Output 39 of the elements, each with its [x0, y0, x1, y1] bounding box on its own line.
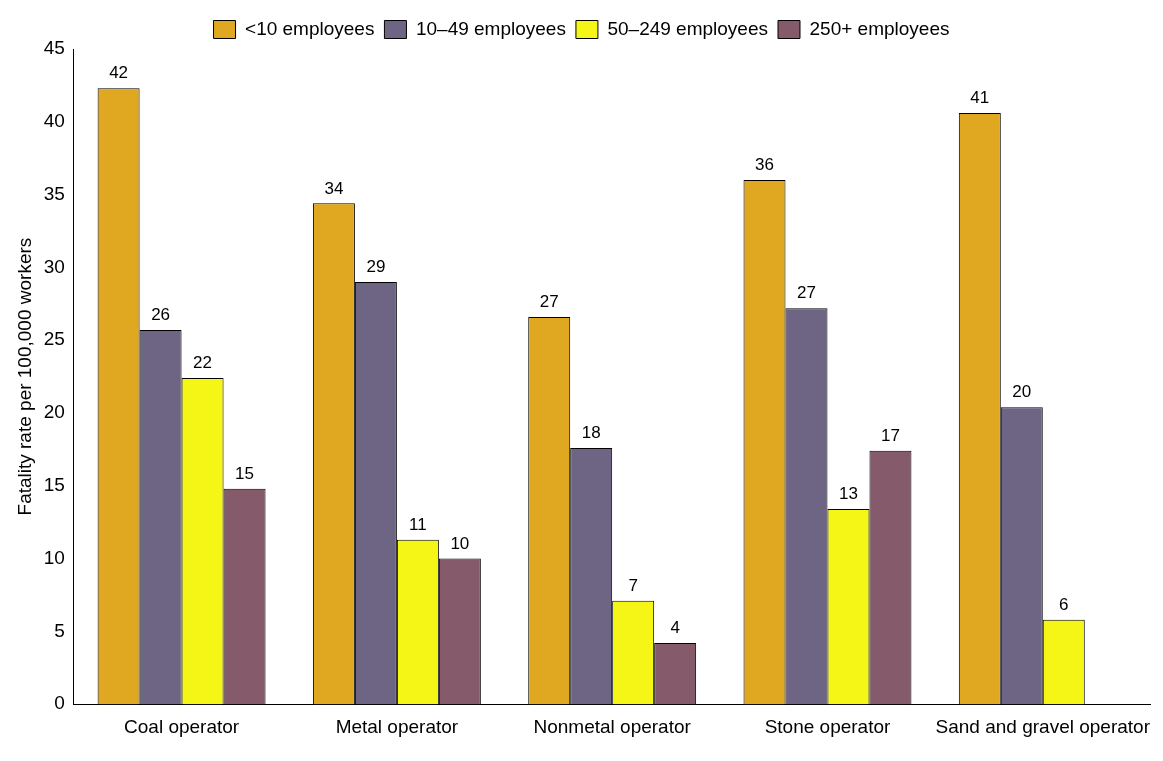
data-label: 17	[881, 426, 900, 446]
x-tick-label: Nonmetal operator	[533, 715, 692, 737]
y-tick-label: 5	[54, 619, 65, 641]
data-label: 4	[670, 618, 680, 638]
x-tick-label: Coal operator	[124, 715, 240, 737]
data-label: 27	[797, 283, 816, 303]
y-tick-label: 10	[43, 546, 65, 568]
y-tick-label: 40	[43, 110, 65, 132]
y-tick-label: 20	[43, 401, 65, 423]
y-tick-label: 15	[43, 474, 65, 496]
x-tick-label: Stone operator	[764, 715, 892, 737]
data-label: 27	[539, 292, 559, 312]
data-label: 41	[970, 88, 990, 108]
y-tick-label: 0	[54, 692, 65, 714]
x-tick-label: Metal operator	[335, 715, 459, 737]
legend-label: 250+ employees	[809, 17, 950, 39]
data-label: 36	[755, 155, 774, 175]
data-label: 34	[324, 178, 344, 198]
data-label: 29	[366, 257, 386, 277]
data-label: 26	[151, 305, 171, 325]
y-tick-label: 35	[43, 182, 65, 204]
data-label: 22	[193, 353, 213, 373]
y-tick-label: 25	[43, 328, 65, 350]
data-label: 10	[450, 533, 470, 553]
data-label: 15	[235, 463, 255, 483]
data-label: 20	[1012, 382, 1032, 402]
y-axis-title: Fatality rate per 100,000 workers	[13, 237, 35, 516]
y-tick-label: 45	[43, 37, 65, 59]
data-label: 42	[109, 63, 129, 83]
data-label: 11	[409, 514, 427, 534]
data-label: 6	[1059, 594, 1069, 614]
legend-label: <10 employees	[245, 17, 375, 39]
data-label: 18	[581, 423, 601, 443]
x-tick-label: Sand and gravel operator	[935, 715, 1151, 737]
legend-label: 10–49 employees	[415, 17, 566, 39]
data-label: 13	[839, 484, 858, 504]
data-label: 7	[628, 576, 638, 596]
y-tick-label: 30	[43, 255, 65, 277]
legend-label: 50–249 employees	[607, 17, 769, 39]
